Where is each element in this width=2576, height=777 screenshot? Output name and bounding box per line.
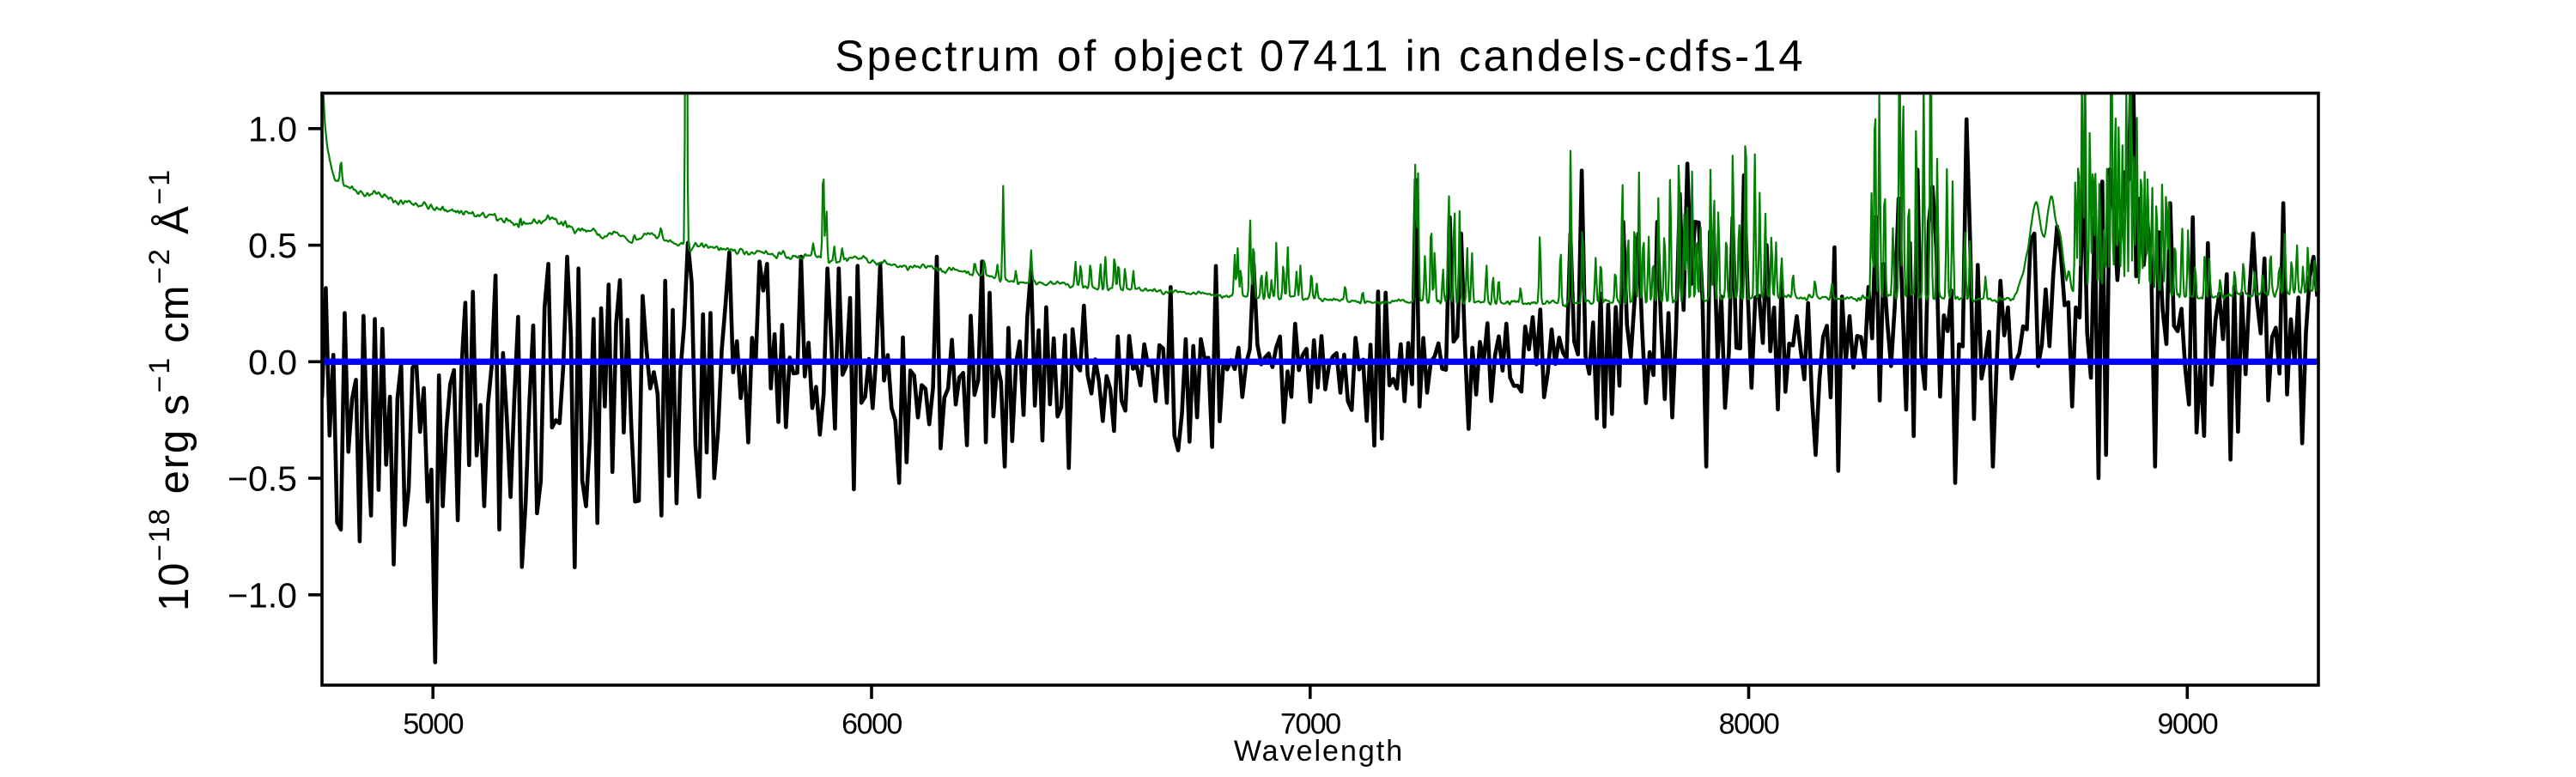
svg-text:−1.0: −1.0: [228, 575, 297, 615]
svg-text:7000: 7000: [1280, 708, 1340, 741]
svg-text:0.5: 0.5: [248, 226, 297, 265]
svg-text:6000: 6000: [841, 708, 902, 741]
svg-text:8000: 8000: [1719, 708, 1779, 741]
svg-text:−0.5: −0.5: [228, 459, 297, 499]
svg-text:Wavelength: Wavelength: [1234, 735, 1404, 768]
svg-text:Spectrum of object 07411 in ca: Spectrum of object 07411 in candels-cdfs…: [835, 32, 1805, 81]
svg-text:9000: 9000: [2157, 708, 2217, 741]
svg-text:5000: 5000: [403, 708, 463, 741]
svg-text:1.0: 1.0: [248, 109, 297, 149]
svg-text:0.0: 0.0: [248, 343, 297, 382]
